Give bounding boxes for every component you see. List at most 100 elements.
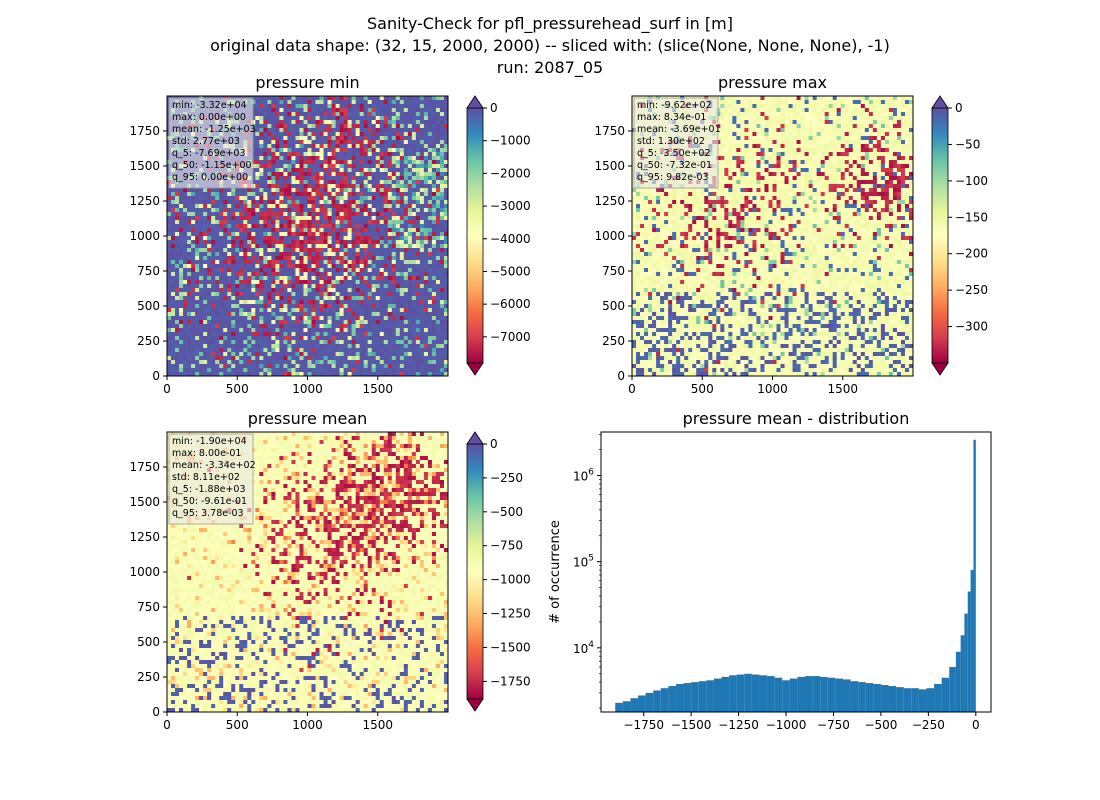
heatmap-cell (375, 168, 381, 173)
heatmap-cell (339, 100, 344, 105)
heatmap-cell (427, 244, 433, 249)
heatmap-cell (399, 168, 405, 173)
heatmap-cell (215, 220, 220, 225)
heatmap-cell (391, 276, 397, 281)
heatmap-cell (311, 192, 316, 197)
heatmap-cell (311, 288, 316, 293)
heatmap-cell (271, 108, 276, 113)
heatmap-cell (395, 348, 401, 353)
heatmap-cell (275, 156, 280, 161)
heatmap-cell (383, 208, 389, 213)
heatmap-cell (319, 104, 324, 109)
heatmap-cell (255, 312, 260, 317)
heatmap-cell (343, 220, 348, 225)
heatmap-cell (299, 216, 304, 221)
heatmap-cell (227, 264, 232, 269)
heatmap-cell (383, 272, 389, 277)
heatmap-cell (307, 360, 312, 365)
heatmap-cell (391, 252, 397, 257)
heatmap-cell (415, 188, 421, 193)
heatmap-cell (379, 296, 385, 301)
heatmap-cell (275, 136, 280, 141)
heatmap-cell (411, 324, 417, 329)
heatmap-cell (439, 316, 445, 321)
heatmap-cell (263, 344, 268, 349)
heatmap-cell (375, 268, 381, 273)
heatmap-cell (371, 192, 377, 197)
heatmap-cell (355, 300, 360, 305)
heatmap-cell (371, 160, 377, 165)
heatmap-cell (439, 284, 445, 289)
heatmap-cell (259, 264, 264, 269)
heatmap-cell (339, 240, 344, 245)
colorbar-tick-label: 0 (490, 101, 498, 115)
heatmap-cell (371, 260, 377, 265)
heatmap-cell (251, 120, 256, 125)
heatmap-cell (255, 112, 260, 117)
heatmap-cell (391, 372, 397, 377)
heatmap-cell (443, 364, 449, 369)
heatmap-cell (307, 292, 312, 297)
heatmap-cell (211, 364, 216, 369)
heatmap-cell (403, 252, 409, 257)
heatmap-cell (299, 128, 304, 133)
heatmap-cell (327, 128, 332, 133)
heatmap-cell (267, 152, 272, 157)
heatmap-cell (271, 356, 276, 361)
heatmap-cell (179, 256, 184, 261)
heatmap-cell (251, 300, 256, 305)
heatmap-cell (379, 144, 385, 149)
heatmap-cell (215, 268, 220, 273)
heatmap-cell (423, 312, 429, 317)
heatmap-cell (387, 336, 393, 341)
heatmap-cell (443, 228, 449, 233)
heatmap-cell (351, 124, 356, 129)
heatmap-cell (255, 180, 260, 185)
heatmap-cell (171, 348, 176, 353)
heatmap-cell (223, 280, 228, 285)
heatmap-cell (211, 372, 216, 377)
heatmap-cell (347, 360, 352, 365)
heatmap-cell (335, 96, 340, 101)
heatmap-cell (315, 272, 320, 277)
heatmap-cell (255, 144, 260, 149)
heatmap-cell (307, 132, 312, 137)
heatmap-cell (279, 372, 284, 377)
heatmap-cell (387, 304, 393, 309)
heatmap-cell (379, 176, 385, 181)
heatmap-cell (183, 248, 188, 253)
heatmap-cell (267, 132, 272, 137)
heatmap-cell (211, 280, 216, 285)
heatmap-cell (223, 328, 228, 333)
heatmap-cell (419, 188, 425, 193)
heatmap-cell (171, 188, 176, 193)
heatmap-cell (299, 112, 304, 117)
heatmap-cell (255, 220, 260, 225)
heatmap-cell (327, 292, 332, 297)
heatmap-cell (179, 220, 184, 225)
heatmap-cell (431, 244, 437, 249)
heatmap-cell (175, 364, 180, 369)
heatmap-cell (303, 288, 308, 293)
heatmap-cell (335, 348, 340, 353)
heatmap-cell (191, 208, 196, 213)
heatmap-cell (403, 284, 409, 289)
heatmap-cell (335, 332, 340, 337)
heatmap-cell (187, 220, 192, 225)
heatmap-cell (399, 160, 405, 165)
heatmap-cell (359, 260, 364, 265)
heatmap-cell (359, 304, 364, 309)
heatmap-cell (207, 304, 212, 309)
heatmap-cell (439, 172, 445, 177)
heatmap-cell (439, 180, 445, 185)
heatmap-cell (171, 332, 176, 337)
heatmap-cell (407, 132, 413, 137)
heatmap-cell (327, 164, 332, 169)
heatmap-cell (371, 96, 377, 101)
heatmap-cell (275, 228, 280, 233)
heatmap-cell (403, 332, 409, 337)
heatmap-cell (367, 324, 373, 329)
heatmap-cell (183, 296, 188, 301)
heatmap-cell (375, 324, 381, 329)
heatmap-cell (247, 188, 252, 193)
